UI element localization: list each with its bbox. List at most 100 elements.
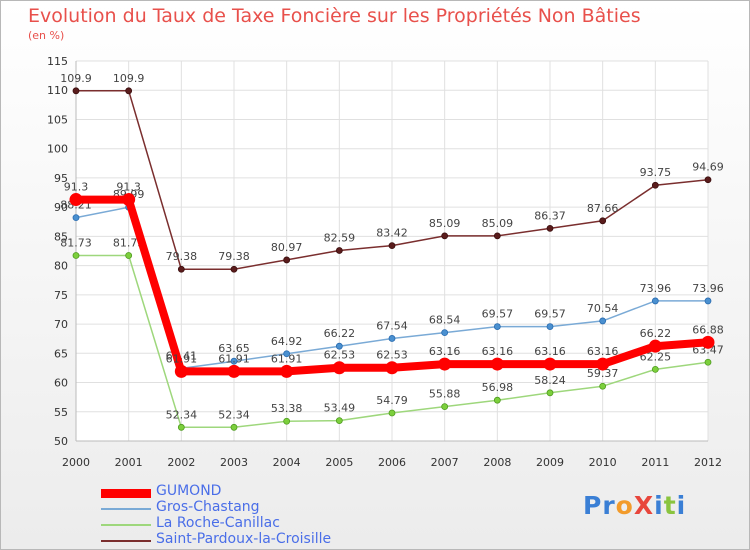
data-point [704, 297, 712, 305]
data-label: 86.37 [534, 209, 566, 222]
data-label: 53.38 [271, 402, 303, 415]
data-point [493, 323, 501, 330]
data-point [174, 364, 188, 378]
legend-label: La Roche-Canillac [156, 515, 280, 531]
data-label: 66.22 [640, 327, 672, 340]
data-point [438, 357, 452, 371]
data-label: 58.24 [534, 374, 566, 387]
data-label: 68.54 [429, 314, 461, 327]
x-tick-label: 2008 [483, 456, 511, 469]
data-point [230, 265, 238, 273]
legend-swatch [101, 508, 151, 510]
data-point [704, 358, 712, 366]
data-label: 62.25 [640, 350, 672, 363]
data-point [704, 176, 712, 184]
x-tick-label: 2010 [589, 456, 617, 469]
data-point [177, 423, 185, 431]
data-point [546, 224, 554, 232]
data-label: 52.34 [166, 408, 198, 421]
y-tick-label: 90 [54, 201, 68, 214]
proxiti-logo: ProXiti [583, 491, 686, 520]
data-label: 52.34 [218, 408, 250, 421]
data-label: 66.22 [324, 327, 356, 340]
y-tick-label: 85 [54, 230, 68, 243]
data-point [332, 361, 346, 375]
data-label: 63.16 [429, 345, 461, 358]
data-point [388, 409, 396, 417]
legend-label: Gros-Chastang [156, 499, 260, 515]
data-label: 69.57 [534, 308, 566, 321]
data-label: 64.92 [271, 335, 303, 348]
data-label: 79.38 [218, 250, 250, 263]
data-label: 79.38 [166, 250, 198, 263]
data-point [441, 329, 449, 337]
data-point [230, 423, 238, 431]
logo-letter: i [654, 491, 664, 520]
data-point [227, 364, 241, 378]
data-point [546, 323, 554, 330]
data-label: 63.16 [534, 345, 566, 358]
data-label: 70.54 [587, 302, 619, 315]
data-point [651, 365, 659, 373]
legend-swatch [101, 524, 151, 526]
y-tick-label: 105 [47, 113, 68, 126]
data-point [388, 242, 396, 250]
data-point [230, 357, 238, 365]
data-point [72, 87, 80, 95]
data-label: 62.53 [376, 349, 408, 362]
data-point [546, 389, 554, 397]
x-tick-label: 2003 [220, 456, 248, 469]
y-tick-label: 100 [47, 143, 68, 156]
data-point [72, 214, 80, 222]
y-tick-label: 115 [47, 55, 68, 68]
data-label: 82.59 [324, 231, 356, 244]
data-label: 54.79 [376, 394, 408, 407]
data-label: 85.09 [482, 217, 514, 230]
data-label: 53.49 [324, 402, 356, 415]
data-label: 59.37 [587, 367, 619, 380]
data-label: 94.69 [692, 161, 724, 174]
logo-letter: P [583, 491, 603, 520]
data-point [651, 297, 659, 305]
data-label: 56.98 [482, 381, 514, 394]
legend-swatch [101, 540, 151, 542]
data-label: 81.73 [113, 237, 145, 250]
data-label: 73.96 [640, 282, 672, 295]
y-tick-label: 95 [54, 172, 68, 185]
data-point [177, 265, 185, 273]
y-tick-label: 60 [54, 377, 68, 390]
data-point [283, 256, 291, 264]
data-point [335, 247, 343, 254]
legend-item: La Roche-Canillac [101, 515, 401, 533]
data-label: 73.96 [692, 282, 724, 295]
x-tick-label: 2000 [62, 456, 90, 469]
legend-label: GUMOND [156, 483, 222, 499]
y-tick-label: 80 [54, 260, 68, 273]
data-label: 61.91 [271, 352, 303, 365]
y-tick-label: 110 [47, 84, 68, 97]
data-label: 69.57 [482, 308, 514, 321]
data-point [125, 87, 133, 95]
data-label: 83.42 [376, 227, 408, 240]
data-point [493, 396, 501, 404]
data-point [283, 417, 291, 425]
data-point [122, 193, 136, 207]
data-label: 55.88 [429, 388, 461, 401]
data-point [69, 193, 83, 207]
data-label: 80.97 [271, 241, 303, 254]
data-point [72, 252, 80, 259]
data-point [490, 357, 504, 371]
data-point [385, 361, 399, 375]
data-point [599, 317, 607, 325]
data-label: 81.73 [60, 237, 92, 250]
data-label: 67.54 [376, 319, 408, 332]
data-label: 63.65 [218, 342, 250, 355]
data-point [493, 232, 501, 240]
unit-label: (en %) [28, 29, 65, 42]
data-label: 63.16 [587, 345, 619, 358]
data-point [280, 364, 294, 378]
data-point [701, 335, 715, 349]
x-tick-label: 2005 [325, 456, 353, 469]
data-point [648, 339, 662, 353]
